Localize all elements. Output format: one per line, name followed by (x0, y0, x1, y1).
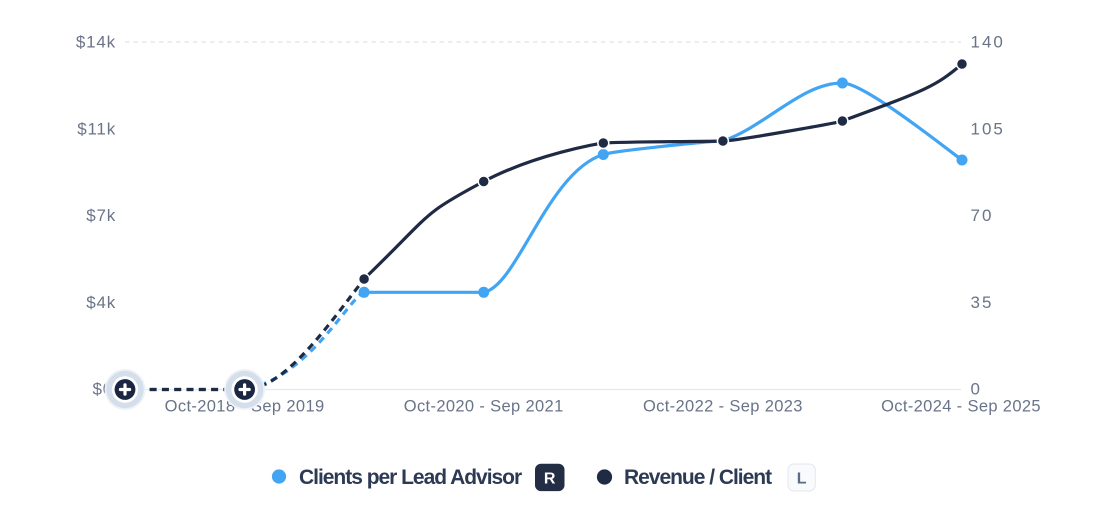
svg-text:$11k: $11k (77, 119, 116, 138)
svg-text:Clients per Lead Advisor: Clients per Lead Advisor (299, 466, 522, 489)
svg-text:Oct-2020 - Sep 2021: Oct-2020 - Sep 2021 (404, 398, 564, 416)
svg-text:140: 140 (971, 33, 1005, 52)
svg-text:Oct-2024 - Sep 2025: Oct-2024 - Sep 2025 (881, 398, 1041, 416)
svg-text:$4k: $4k (86, 293, 116, 312)
svg-text:Revenue / Client: Revenue / Client (624, 466, 772, 489)
svg-text:105: 105 (971, 119, 1005, 138)
svg-text:$14k: $14k (76, 33, 116, 52)
svg-text:L: L (797, 470, 807, 487)
svg-text:0: 0 (971, 380, 982, 399)
svg-text:Oct-2022 - Sep 2023: Oct-2022 - Sep 2023 (643, 398, 803, 416)
svg-text:$7k: $7k (86, 206, 116, 225)
svg-text:70: 70 (971, 206, 994, 225)
svg-text:R: R (544, 470, 556, 487)
svg-text:35: 35 (971, 293, 994, 312)
